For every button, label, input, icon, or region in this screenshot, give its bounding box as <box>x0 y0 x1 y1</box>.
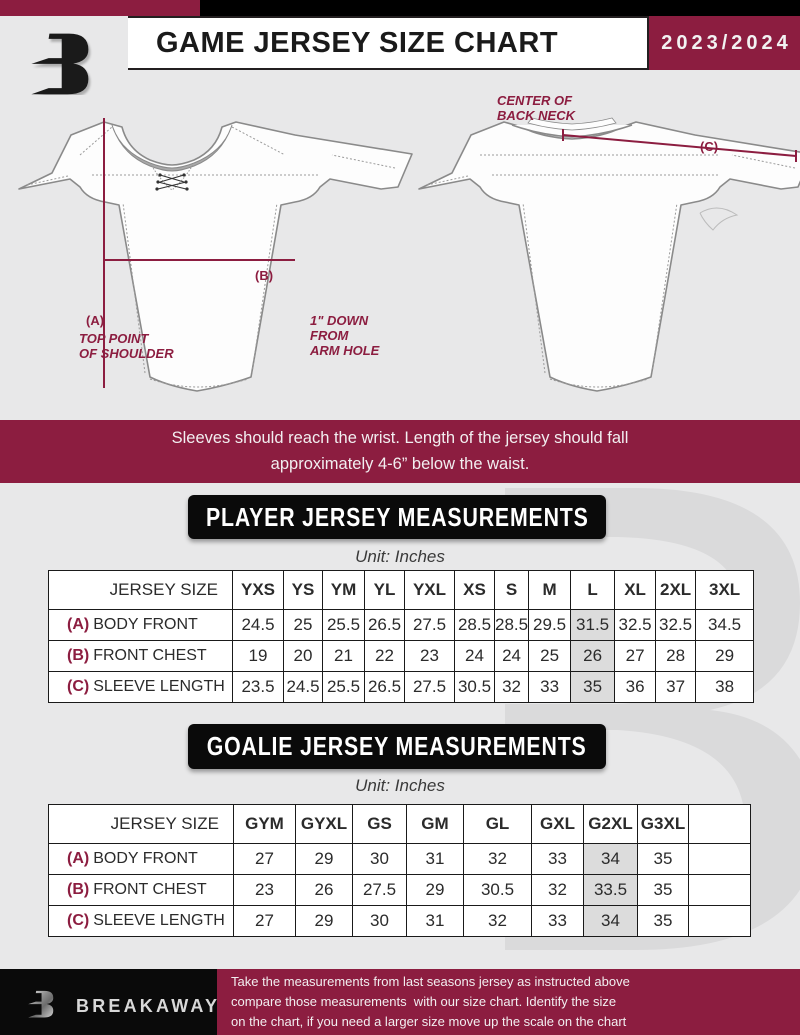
svg-text:CENTER OF: CENTER OF <box>497 95 573 108</box>
svg-text:(B): (B) <box>255 268 273 283</box>
svg-text:1" DOWN: 1" DOWN <box>310 313 369 328</box>
svg-text:ARM HOLE: ARM HOLE <box>309 343 380 358</box>
svg-text:TOP POINT: TOP POINT <box>79 331 149 346</box>
svg-text:(C): (C) <box>700 139 718 154</box>
svg-text:FROM: FROM <box>310 328 349 343</box>
svg-text:BACK NECK: BACK NECK <box>497 108 577 123</box>
svg-text:(A): (A) <box>86 313 104 328</box>
svg-text:OF SHOULDER: OF SHOULDER <box>79 346 174 361</box>
